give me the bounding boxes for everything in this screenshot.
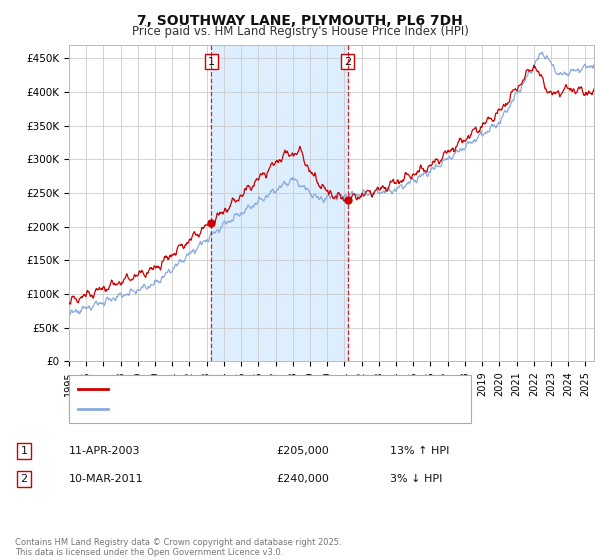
Text: £240,000: £240,000 <box>276 474 329 484</box>
Text: 7, SOUTHWAY LANE, PLYMOUTH, PL6 7DH (detached house): 7, SOUTHWAY LANE, PLYMOUTH, PL6 7DH (det… <box>114 384 424 394</box>
Text: 13% ↑ HPI: 13% ↑ HPI <box>390 446 449 456</box>
Text: 2: 2 <box>344 57 351 67</box>
Text: 3% ↓ HPI: 3% ↓ HPI <box>390 474 442 484</box>
Text: 1: 1 <box>20 446 28 456</box>
Bar <box>211 45 347 361</box>
Text: 2: 2 <box>20 474 28 484</box>
Text: £205,000: £205,000 <box>276 446 329 456</box>
Text: 7, SOUTHWAY LANE, PLYMOUTH, PL6 7DH: 7, SOUTHWAY LANE, PLYMOUTH, PL6 7DH <box>137 14 463 28</box>
Text: 11-APR-2003: 11-APR-2003 <box>69 446 140 456</box>
Text: HPI: Average price, detached house, City of Plymouth: HPI: Average price, detached house, City… <box>114 404 394 414</box>
Text: 1: 1 <box>208 57 215 67</box>
Text: 10-MAR-2011: 10-MAR-2011 <box>69 474 143 484</box>
Text: Price paid vs. HM Land Registry's House Price Index (HPI): Price paid vs. HM Land Registry's House … <box>131 25 469 38</box>
Text: Contains HM Land Registry data © Crown copyright and database right 2025.
This d: Contains HM Land Registry data © Crown c… <box>15 538 341 557</box>
